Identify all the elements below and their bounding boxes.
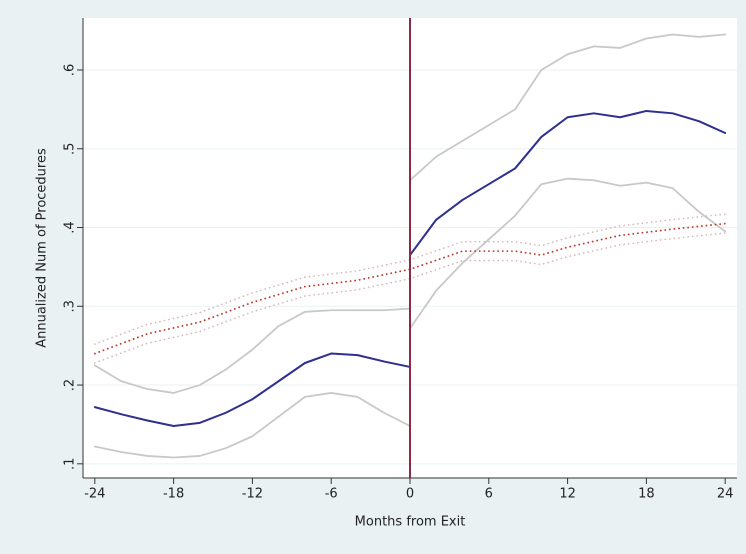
- y-tick-label: .2: [63, 379, 78, 391]
- series-line: [93, 222, 727, 355]
- x-tick-label: -18: [163, 487, 184, 502]
- series-line: [409, 33, 727, 182]
- series-line: [94, 213, 726, 345]
- x-tick-label: -6: [325, 487, 338, 502]
- x-tick-label: 12: [559, 487, 576, 502]
- series-line: [94, 232, 726, 364]
- y-tick-label: .1: [63, 458, 78, 470]
- x-tick-label: 18: [638, 487, 655, 502]
- x-tick-label: 0: [406, 487, 414, 502]
- series-line: [93, 307, 411, 394]
- y-axis-title: Annualized Num of Procedures: [35, 148, 50, 348]
- y-tick-label: .5: [63, 143, 78, 155]
- x-axis-title: Months from Exit: [355, 515, 466, 530]
- series-line: [409, 109, 727, 257]
- y-tick-label: .4: [63, 221, 78, 233]
- y-tick-label: .6: [63, 64, 78, 76]
- x-tick-label: -24: [84, 487, 105, 502]
- series-line: [93, 392, 411, 459]
- x-tick-label: -12: [242, 487, 263, 502]
- y-tick-label: .3: [63, 300, 78, 312]
- series-line: [409, 177, 727, 330]
- series-line: [93, 352, 411, 428]
- x-tick-label: 6: [485, 487, 493, 502]
- x-tick-label: 24: [717, 487, 734, 502]
